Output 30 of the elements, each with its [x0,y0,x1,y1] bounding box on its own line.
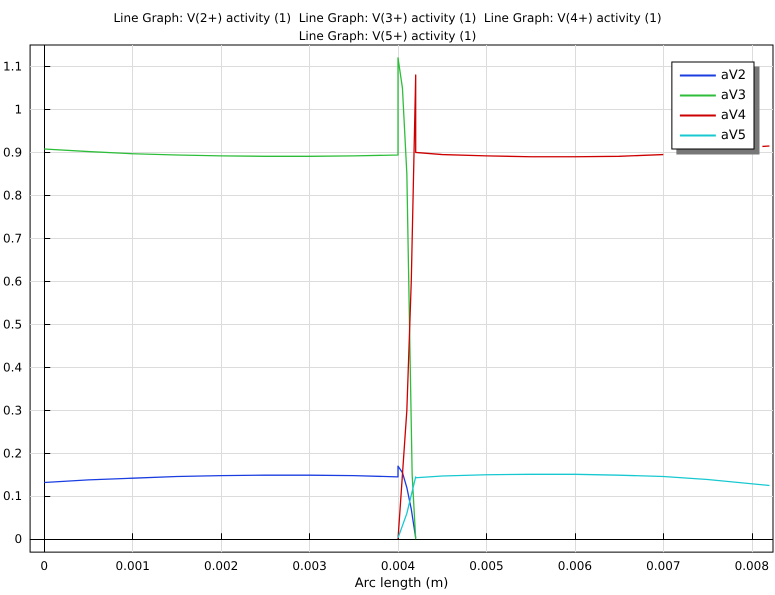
x-tick-label: 0 [40,559,48,574]
x-tick-label: 0.008 [734,559,769,574]
chart-title: Line Graph: V(2+) activity (1) Line Graph: V(3+) activity (1) Line Graph: V(4+) activity (1) Line Graph: V(5+) activity (1) [113,11,662,43]
y-tick-label: 0.3 [2,403,22,418]
x-tick-label: 0.002 [204,559,238,574]
x-tick-label: 0.006 [558,559,592,574]
line-series [44,57,416,540]
x-tick-label: 0.003 [292,559,327,574]
legend-label: aV3 [720,88,746,103]
legend-label: aV4 [720,108,746,123]
legend-label: aV2 [720,68,746,83]
y-tick-label: 0.9 [2,145,22,160]
y-tick-label: 0.5 [2,317,22,332]
x-axis-title: Arc length (m) [354,576,448,591]
y-tick-label: 0.7 [2,231,22,246]
x-tick-label: 0.001 [115,559,150,574]
y-tick-label: 0.1 [2,489,22,504]
x-tick-label: 0.004 [380,559,416,574]
y-tick-label: 1 [14,102,22,116]
y-tick-label: 1.1 [2,59,22,74]
y-tick-label: 0.2 [2,446,22,460]
x-tick-label: 0.005 [469,559,504,574]
line-series [397,474,770,539]
y-tick-label: 0.8 [2,188,22,202]
y-tick-label: 0.6 [2,274,22,288]
legend-label: aV5 [720,128,746,143]
y-tick-label: 0.4 [2,360,22,374]
x-tick-label: 0.007 [646,559,681,574]
line-series [44,466,416,539]
y-tick-label: 0 [14,532,22,546]
